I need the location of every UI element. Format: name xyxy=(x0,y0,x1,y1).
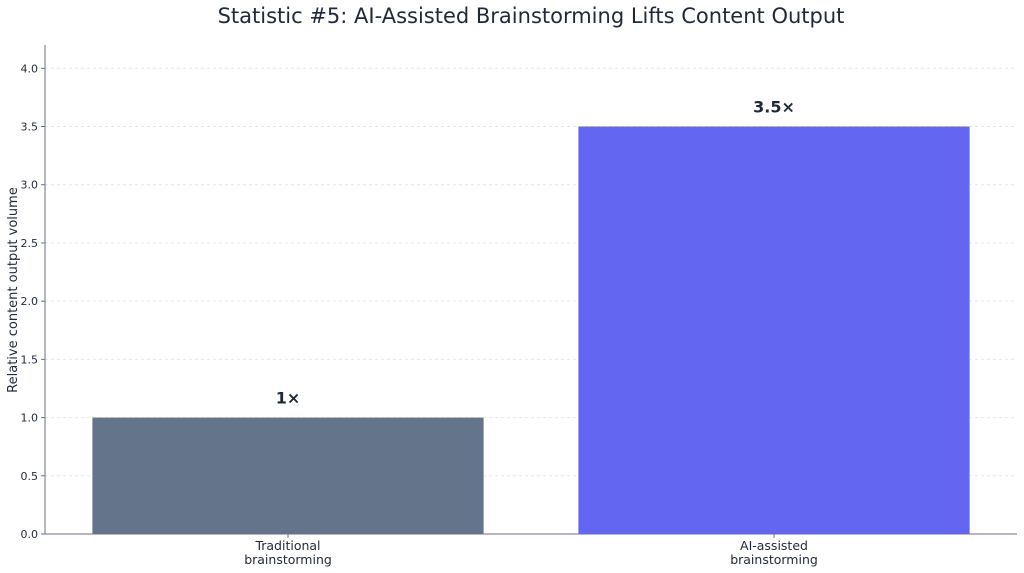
y-tick-label: 2.0 xyxy=(21,295,39,308)
axes xyxy=(41,45,1017,538)
y-tick-label: 3.0 xyxy=(21,179,39,192)
y-tick-label: 0.0 xyxy=(21,528,39,541)
bars xyxy=(92,126,970,534)
y-axis-title: Relative content output volume xyxy=(6,187,21,393)
x-category-label: Traditional brainstorming xyxy=(244,538,332,567)
y-tick-label: 4.0 xyxy=(21,62,39,75)
y-tick-label: 2.5 xyxy=(21,237,39,250)
y-tick-label: 1.0 xyxy=(21,412,39,425)
y-tick-label: 3.5 xyxy=(21,121,39,134)
chart-title: Statistic #5: AI-Assisted Brainstorming … xyxy=(218,4,845,28)
y-tick-labels: 0.0 0.5 1.0 1.5 2.0 2.5 3.0 3.5 4.0 xyxy=(21,62,39,541)
x-category-label: AI-assisted brainstorming xyxy=(730,538,818,567)
x-category-labels: Traditional brainstorming AI-assisted brain… xyxy=(244,538,818,567)
y-tick-label: 1.5 xyxy=(21,353,39,366)
bar xyxy=(578,126,970,534)
data-label: 1× xyxy=(276,389,301,408)
y-tick-label: 0.5 xyxy=(21,470,39,483)
bar xyxy=(92,417,484,534)
data-labels: 1× 3.5× xyxy=(276,98,795,408)
data-label: 3.5× xyxy=(753,98,795,117)
